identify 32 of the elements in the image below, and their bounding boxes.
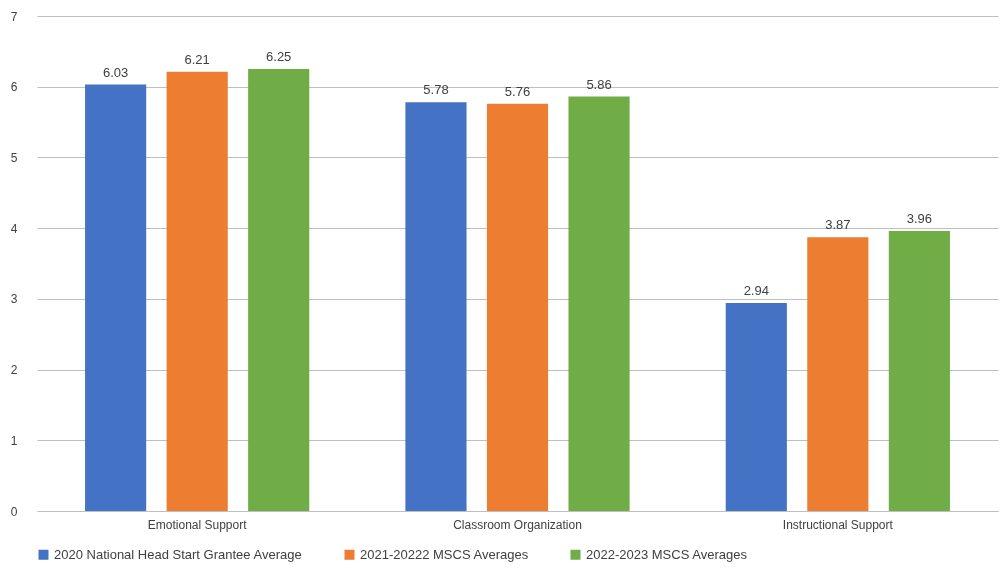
bar	[248, 69, 310, 511]
legend-label: 2021-20222 MSCS Averages	[360, 546, 529, 562]
bar	[725, 303, 787, 511]
y-tick-label: 7	[10, 9, 18, 24]
x-tick-label: Instructional Support	[782, 517, 894, 532]
bar	[568, 96, 630, 511]
x-tick-label: Classroom Organization	[453, 517, 582, 532]
bar	[166, 71, 228, 511]
data-label: 3.96	[906, 210, 933, 226]
x-tick-label: Emotional Support	[147, 517, 248, 532]
y-tick-label: 5	[10, 150, 18, 165]
y-tick-label: 0	[10, 504, 18, 519]
y-tick-label: 4	[10, 221, 18, 236]
y-tick-label: 6	[10, 80, 18, 95]
data-label: 2.94	[743, 283, 769, 299]
bar	[807, 237, 869, 511]
bar	[405, 102, 467, 511]
data-label: 6.21	[184, 51, 210, 67]
bar	[888, 230, 950, 511]
data-label: 5.76	[504, 83, 531, 99]
data-label: 3.87	[825, 217, 851, 233]
legend-label: 2020 National Head Start Grantee Average	[54, 546, 302, 562]
bar	[85, 84, 147, 511]
data-label: 6.03	[102, 64, 129, 80]
data-label: 5.86	[586, 76, 612, 92]
y-tick-label: 3	[10, 292, 18, 307]
y-tick-label: 1	[10, 433, 18, 448]
bar	[486, 103, 549, 511]
data-label: 5.78	[423, 82, 449, 98]
legend-label: 2022-2023 MSCS Averages	[586, 546, 748, 562]
data-label: 6.25	[266, 49, 292, 65]
y-tick-label: 2	[10, 363, 18, 378]
